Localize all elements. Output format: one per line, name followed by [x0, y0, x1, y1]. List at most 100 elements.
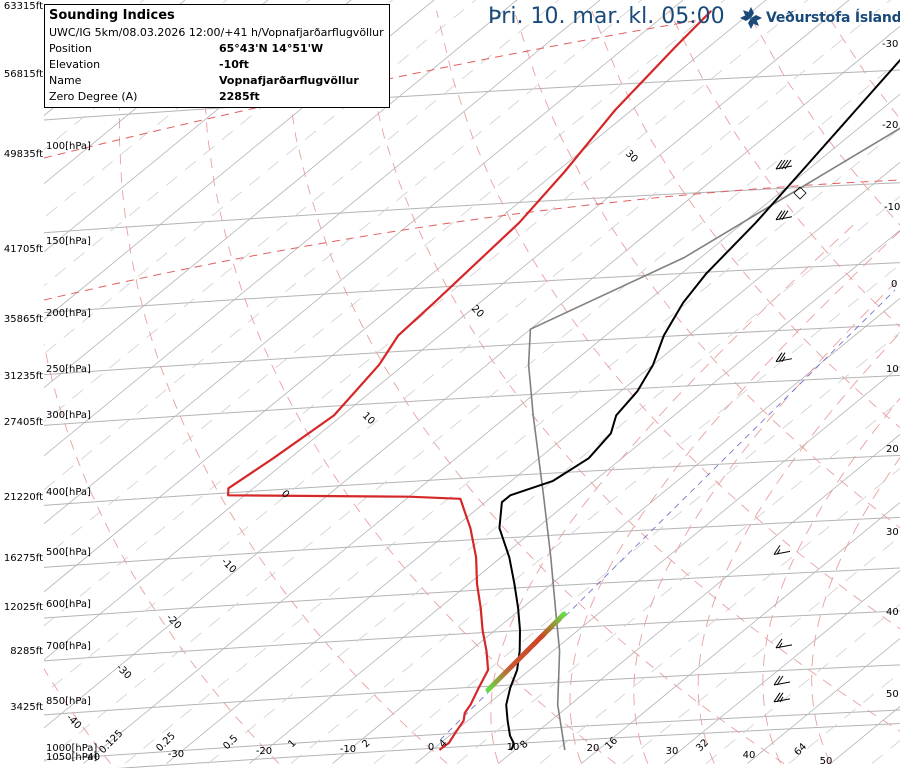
wind-barb-shaft: [773, 550, 791, 555]
height-tick-label: 49835ft: [4, 149, 43, 160]
isotherm-line: [44, 0, 601, 457]
dry-adiabat-line: [44, 10, 280, 764]
wind-barb-shaft: [773, 698, 791, 703]
dry-adiabat-line: [591, 10, 900, 429]
pressure-tick-label: 700[hPa]: [46, 641, 91, 652]
dewpoint-curve: [498, 58, 900, 751]
wind-barb-half-flag: [776, 549, 781, 555]
isotherm-line: [415, 365, 900, 764]
moist-adiabat-line: [697, 332, 900, 764]
pressure-tick-label: 1050[hPa]: [46, 752, 97, 763]
isobar-line: [116, 723, 900, 768]
wind-barb-shaft: [775, 216, 793, 221]
wind-barb-half-flag: [779, 696, 784, 703]
logo-text: Veðurstofa Íslands: [766, 10, 900, 26]
mixing-ratio-line: [44, 0, 726, 559]
wind-barb-flag: [784, 159, 792, 170]
reference-diagonal-line: [439, 289, 896, 741]
right-axis-label: -10: [884, 202, 900, 213]
height-tick-label: 3425ft: [10, 702, 43, 713]
info-model-line: UWC/IG 5km/08.03.2026 12:00/+41 h/Vopnaf…: [49, 26, 384, 39]
isotherm-label: -40: [64, 712, 83, 731]
bottom-temperature-label: -20: [256, 746, 272, 757]
dry-adiabat-line: [436, 10, 900, 630]
dry-adiabat-line: [513, 10, 900, 529]
isobar-line: [44, 374, 900, 426]
moist-adiabat-line: [811, 456, 900, 764]
info-row-position: Position 65°43'N 14°51'W: [49, 42, 324, 55]
wind-barb: [773, 675, 791, 686]
isobar-line: [44, 454, 900, 506]
forecast-date-title: Þri. 10. mar. kl. 05:00: [488, 4, 725, 29]
bottom-temperature-label: 0: [428, 742, 434, 753]
dry-adiabat-line: [746, 10, 900, 226]
isotherm-line: [249, 229, 900, 764]
height-tick-label: 35865ft: [4, 314, 43, 325]
isotherm-line: [83, 93, 900, 764]
bottom-temperature-label: 50: [820, 756, 833, 767]
moist-adiabat-line: [569, 230, 900, 764]
wind-barb-shaft: [773, 681, 791, 686]
isotherm-line: [830, 706, 900, 764]
temperature-curve: [227, 10, 712, 751]
isotherm-label: -30: [114, 662, 133, 681]
wind-barb: [773, 545, 791, 555]
wind-barb-flag: [776, 692, 784, 703]
wind-barb-flag: [781, 210, 789, 220]
wind-barb-flag: [778, 352, 786, 362]
wind-barb-half-flag: [781, 356, 786, 362]
pressure-tick-label: 250[hPa]: [46, 364, 91, 375]
sounding-indices-box: Sounding Indices UWC/IG 5km/08.03.2026 1…: [44, 4, 390, 108]
isobar-line: [44, 664, 900, 716]
isotherm-label: 30: [623, 148, 640, 165]
isotherm-line: [44, 0, 684, 525]
bottom-temperature-label: 30: [666, 746, 679, 757]
isotherm-label: 10: [360, 410, 377, 427]
mixing-ratio-label: 8: [518, 739, 530, 751]
wind-barb-shaft: [775, 644, 793, 649]
wind-barb-shaft: [775, 165, 793, 170]
mixing-ratio-label: 64: [792, 741, 809, 758]
isotherm-label: 20: [469, 303, 486, 320]
mixing-ratio-label: 2: [360, 738, 372, 750]
height-tick-label: 63315ft: [4, 1, 43, 12]
right-axis-label: 10: [886, 364, 899, 375]
wind-barb-flag: [775, 638, 783, 649]
mixing-ratio-label: 0.125: [97, 728, 125, 756]
mixing-ratio-label: 32: [694, 737, 711, 754]
isotherm-line: [44, 0, 518, 389]
bottom-temperature-label: 10: [507, 742, 520, 753]
pressure-tick-label: 500[hPa]: [46, 547, 91, 558]
height-tick-label: 8285ft: [10, 646, 43, 657]
wind-barb-flag: [773, 675, 781, 686]
wind-barb-flag: [781, 159, 789, 170]
height-tick-label: 31235ft: [4, 371, 43, 382]
wind-barb-flag: [773, 692, 781, 703]
isotherm-line: [166, 161, 900, 764]
wind-barb-flag: [778, 159, 786, 170]
right-axis-label: 20: [886, 444, 899, 455]
mixing-ratio-label: 1: [286, 738, 298, 750]
mixing-ratio-line: [124, 127, 900, 764]
isobar-line: [44, 182, 900, 234]
pressure-tick-label: 600[hPa]: [46, 599, 91, 610]
mixing-ratio-label: 0.5: [221, 733, 240, 752]
right-axis-label: -30: [882, 39, 898, 50]
height-tick-label: 21220ft: [4, 492, 43, 503]
bottom-temperature-label: -10: [340, 744, 356, 755]
info-row-name: Name Vopnafjarðarflugvöllur: [49, 74, 359, 87]
bottom-temperature-label: -40: [84, 752, 100, 763]
profile-curves: [227, 10, 900, 751]
right-axis-label: 50: [886, 689, 899, 700]
snowflake-logo-icon: [740, 7, 762, 29]
mixing-ratio-line: [44, 0, 809, 627]
bottom-temperature-label: -30: [168, 749, 184, 760]
wind-barb-flag: [778, 210, 786, 220]
barb-marker: [793, 186, 807, 200]
pressure-tick-label: 100[hPa]: [46, 141, 91, 152]
pressure-tick-label: 850[hPa]: [46, 696, 91, 707]
wind-barb-half-flag: [778, 642, 783, 649]
